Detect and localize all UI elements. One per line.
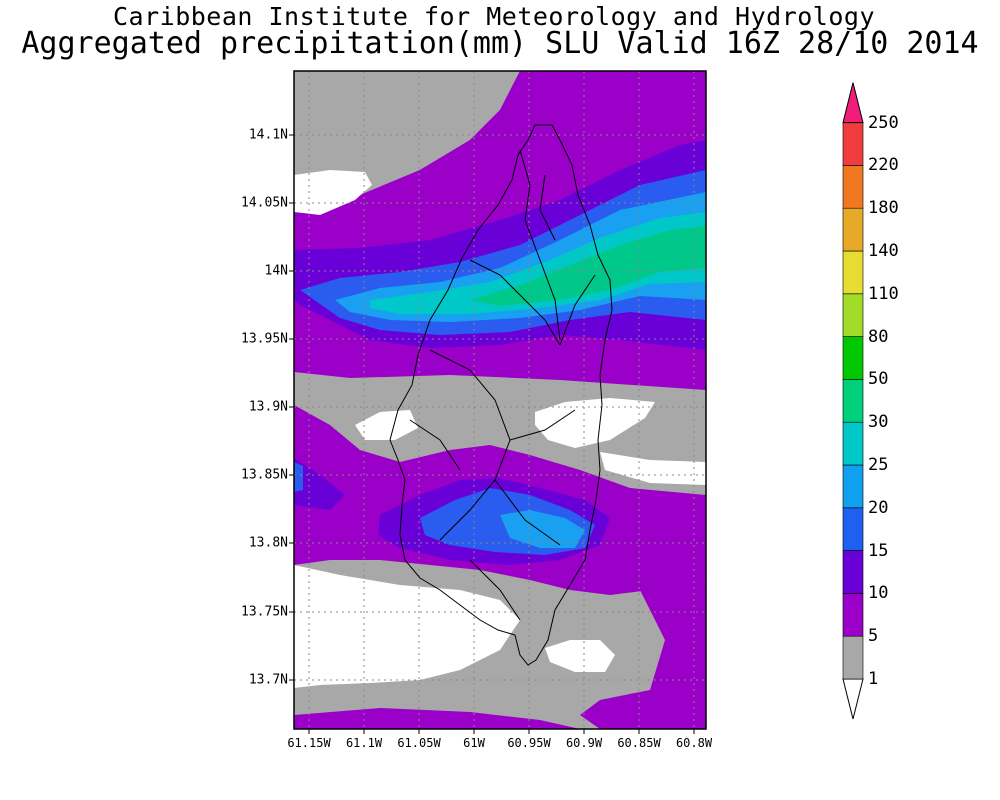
- colorbar-label: 1: [868, 669, 879, 689]
- colorbar-label: 110: [868, 283, 899, 304]
- river-2: [469, 259, 561, 346]
- lon-label: 61.1W: [345, 736, 383, 750]
- colorbar-label: 25: [868, 455, 889, 475]
- lat-ticks: [289, 134, 294, 681]
- colorbar-label: 180: [868, 198, 899, 219]
- river-6: [439, 439, 511, 541]
- precip-field: [294, 71, 706, 729]
- colorbar-segment: [842, 464, 864, 509]
- river-1: [519, 149, 561, 341]
- field-band-10-south-edge: [294, 708, 580, 729]
- lat-label: 13.8N: [248, 535, 288, 551]
- river-4: [429, 349, 511, 441]
- river-3: [559, 274, 596, 346]
- lat-label: 13.85N: [241, 467, 288, 483]
- river-9: [409, 419, 461, 471]
- field-band-15-west: [294, 458, 345, 510]
- lon-ticks: [308, 729, 695, 734]
- field-band-20-west: [294, 462, 303, 492]
- colorbar-segment: [842, 250, 864, 295]
- lat-label: 13.7N: [248, 672, 288, 688]
- field-band-10-nw: [294, 71, 706, 235]
- field-dry-patch-2: [355, 410, 418, 440]
- lat-label: 13.75N: [241, 604, 288, 620]
- lat-label: 14N: [264, 263, 288, 279]
- island-outline: [389, 124, 613, 666]
- plot-frame: [293, 70, 707, 730]
- colorbar-bottom-arrow: [842, 678, 864, 720]
- colorbar-label: 30: [868, 412, 889, 433]
- coastline: [389, 124, 613, 666]
- colorbar-segment: [842, 293, 864, 337]
- colorbar-segment: [842, 379, 864, 423]
- field-band-30-north: [370, 212, 706, 314]
- colorbar-top-arrow: [842, 82, 864, 124]
- colorbar-label: 140: [868, 241, 899, 261]
- lon-label: 60.9W: [565, 736, 603, 750]
- lat-gridlines: [294, 134, 706, 681]
- lon-label: 61W: [463, 736, 485, 750]
- lat-label: 13.95N: [241, 331, 288, 347]
- colorbar-label: 80: [868, 326, 889, 347]
- field-dry-patch-3: [535, 398, 655, 448]
- field-band-5-nw: [294, 71, 520, 200]
- lon-label: 61.05W: [397, 736, 441, 750]
- field-dry-patch-4: [600, 452, 706, 485]
- lat-label: 13.9N: [248, 399, 288, 415]
- colorbar-label: 15: [868, 540, 889, 561]
- lon-label: 60.8W: [675, 736, 713, 750]
- product-title: Aggregated precipitation(mm) SLU Valid 1…: [21, 26, 979, 61]
- field-band-25-south: [500, 510, 585, 548]
- field-band-10-se: [580, 580, 706, 729]
- colorbar-segment: [842, 593, 864, 637]
- colorbar-label: 20: [868, 497, 889, 518]
- colorbar-segment: [842, 207, 864, 252]
- lat-label: 14.1N: [248, 127, 288, 143]
- colorbar-label: 50: [868, 369, 889, 390]
- colorbar-segment: [842, 635, 864, 680]
- river-10: [539, 174, 556, 241]
- colorbar: [842, 82, 864, 720]
- colorbar-segment: [842, 507, 864, 551]
- colorbar-segment: [842, 421, 864, 466]
- lon-label: 60.95W: [507, 736, 551, 750]
- colorbar-label: 5: [868, 626, 879, 647]
- field-band-50-north: [470, 226, 706, 306]
- lon-label: 61.15W: [287, 736, 331, 750]
- colorbar-label: 250: [868, 112, 899, 133]
- field-dry-patch-5: [294, 565, 520, 688]
- lon-label: 60.85W: [617, 736, 661, 750]
- colorbar-segment: [842, 165, 864, 209]
- river-7: [494, 479, 561, 546]
- colorbar-segment: [842, 122, 864, 166]
- river-8: [469, 559, 521, 621]
- colorbar-label: 10: [868, 583, 889, 604]
- colorbar-label: 220: [868, 155, 899, 176]
- lat-label: 14.05N: [241, 195, 288, 211]
- institute-title: Caribbean Institute for Meteorology and …: [112, 2, 875, 31]
- colorbar-segment: [842, 550, 864, 594]
- colorbar-segment: [842, 336, 864, 380]
- field-dry-patch-1: [294, 170, 372, 215]
- field-dry-patch-6: [545, 640, 615, 672]
- river-5: [509, 409, 576, 441]
